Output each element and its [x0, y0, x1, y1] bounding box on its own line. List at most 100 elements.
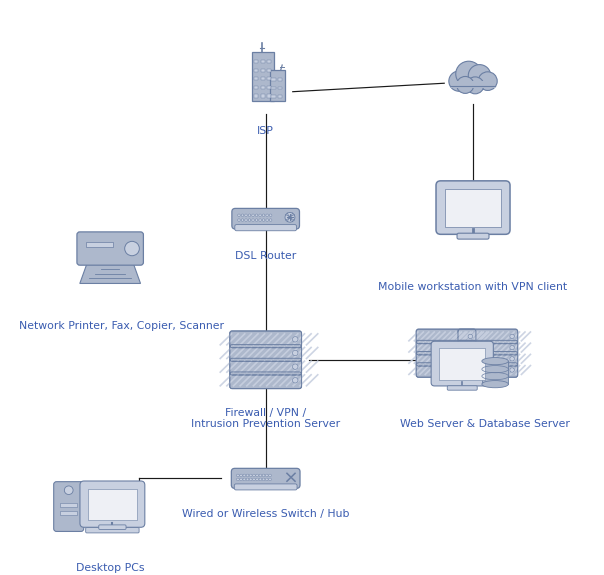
FancyBboxPatch shape [457, 233, 489, 239]
FancyBboxPatch shape [60, 504, 77, 507]
FancyBboxPatch shape [54, 482, 84, 531]
Circle shape [259, 478, 262, 481]
FancyBboxPatch shape [416, 329, 476, 344]
Text: ISP: ISP [257, 125, 274, 136]
Circle shape [468, 356, 472, 361]
Circle shape [255, 219, 258, 221]
FancyBboxPatch shape [278, 95, 283, 98]
Text: Network Printer, Fax, Copier, Scanner: Network Printer, Fax, Copier, Scanner [19, 321, 224, 331]
FancyBboxPatch shape [416, 351, 476, 366]
FancyBboxPatch shape [267, 86, 271, 89]
Circle shape [468, 334, 472, 339]
FancyBboxPatch shape [235, 225, 297, 231]
FancyBboxPatch shape [254, 60, 259, 63]
FancyBboxPatch shape [260, 60, 265, 63]
FancyBboxPatch shape [232, 208, 300, 229]
FancyBboxPatch shape [260, 86, 265, 89]
Circle shape [241, 214, 244, 216]
Circle shape [255, 214, 258, 216]
Circle shape [457, 76, 474, 93]
FancyBboxPatch shape [93, 237, 127, 247]
Circle shape [262, 214, 265, 216]
Circle shape [292, 350, 298, 356]
Circle shape [262, 478, 265, 481]
FancyBboxPatch shape [98, 525, 126, 530]
FancyBboxPatch shape [260, 94, 265, 98]
Circle shape [456, 61, 481, 87]
FancyBboxPatch shape [267, 94, 271, 98]
FancyBboxPatch shape [230, 344, 301, 361]
Circle shape [510, 334, 515, 339]
Circle shape [292, 364, 298, 369]
Circle shape [292, 336, 298, 342]
Circle shape [238, 219, 240, 221]
Circle shape [259, 474, 262, 477]
FancyBboxPatch shape [86, 528, 139, 533]
Circle shape [65, 486, 73, 494]
Circle shape [246, 478, 249, 481]
FancyBboxPatch shape [416, 363, 476, 377]
FancyBboxPatch shape [458, 340, 518, 355]
Text: Web Server & Database Server: Web Server & Database Server [400, 419, 570, 429]
FancyBboxPatch shape [267, 77, 271, 81]
FancyBboxPatch shape [252, 52, 274, 101]
Circle shape [510, 356, 515, 361]
FancyBboxPatch shape [267, 60, 271, 63]
Text: Firewall / VPN /
Intrusion Prevention Server: Firewall / VPN / Intrusion Prevention Se… [191, 408, 340, 430]
FancyBboxPatch shape [80, 481, 145, 527]
Circle shape [243, 474, 246, 477]
FancyBboxPatch shape [445, 189, 501, 227]
Circle shape [478, 72, 497, 90]
Ellipse shape [482, 381, 509, 388]
Circle shape [269, 478, 271, 481]
Circle shape [241, 219, 244, 221]
Circle shape [266, 214, 268, 216]
Circle shape [248, 214, 251, 216]
Text: Desktop PCs: Desktop PCs [76, 563, 144, 573]
Circle shape [510, 368, 515, 372]
Circle shape [269, 474, 271, 477]
FancyBboxPatch shape [271, 87, 275, 90]
FancyBboxPatch shape [436, 181, 510, 235]
Circle shape [245, 214, 247, 216]
FancyBboxPatch shape [482, 361, 509, 384]
Circle shape [252, 219, 254, 221]
Circle shape [240, 474, 242, 477]
Circle shape [246, 474, 249, 477]
FancyBboxPatch shape [270, 70, 285, 101]
FancyBboxPatch shape [77, 232, 143, 265]
FancyBboxPatch shape [260, 77, 265, 81]
FancyBboxPatch shape [86, 242, 113, 247]
Circle shape [237, 478, 239, 481]
Circle shape [245, 219, 247, 221]
FancyBboxPatch shape [260, 68, 265, 72]
Circle shape [238, 214, 240, 216]
FancyBboxPatch shape [230, 331, 301, 348]
FancyBboxPatch shape [254, 94, 259, 98]
FancyBboxPatch shape [254, 77, 259, 81]
Circle shape [510, 346, 515, 350]
Text: Wired or Wireless Switch / Hub: Wired or Wireless Switch / Hub [182, 509, 350, 519]
Circle shape [252, 214, 254, 216]
FancyBboxPatch shape [88, 489, 137, 520]
Text: DSL Router: DSL Router [235, 251, 297, 262]
Circle shape [468, 64, 490, 87]
FancyBboxPatch shape [234, 484, 297, 490]
FancyBboxPatch shape [278, 87, 283, 90]
FancyBboxPatch shape [254, 68, 259, 72]
Circle shape [252, 478, 255, 481]
FancyBboxPatch shape [431, 341, 493, 386]
FancyBboxPatch shape [278, 78, 283, 80]
FancyBboxPatch shape [451, 81, 495, 89]
Ellipse shape [482, 358, 509, 365]
Circle shape [266, 219, 268, 221]
Circle shape [265, 478, 268, 481]
FancyBboxPatch shape [439, 348, 486, 380]
Text: Mobile workstation with VPN client: Mobile workstation with VPN client [379, 282, 568, 292]
Polygon shape [80, 262, 141, 283]
Circle shape [237, 474, 239, 477]
Circle shape [252, 474, 255, 477]
Circle shape [262, 219, 265, 221]
FancyBboxPatch shape [231, 469, 300, 488]
Circle shape [468, 368, 472, 372]
